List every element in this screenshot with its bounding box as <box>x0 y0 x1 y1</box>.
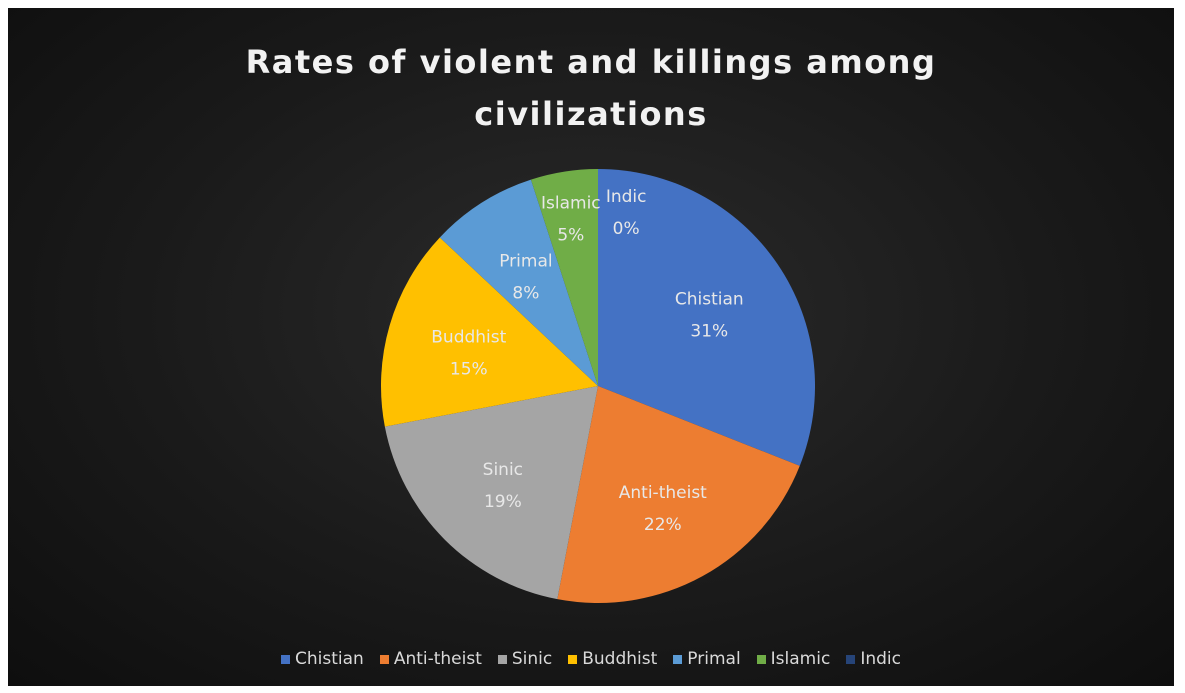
data-label-primal: Primal 8% <box>499 251 552 303</box>
legend-swatch-primal <box>673 654 683 664</box>
pie-chart: Chistian 31% Anti-theist 22% Sinic 19% Buddhis… <box>381 169 815 603</box>
data-label-value-primal: 8% <box>512 283 539 303</box>
legend-label-buddhist: Buddhist <box>582 649 658 669</box>
legend-item-chistian: Chistian <box>281 649 364 669</box>
data-label-value-chistian: 31% <box>690 321 728 341</box>
data-label-category-sinic: Sinic <box>483 460 523 480</box>
data-label-value-sinic: 19% <box>484 492 522 512</box>
data-label-value-islamic: 5% <box>557 226 584 246</box>
pie-slice-primal <box>439 179 598 386</box>
data-label-indic: Indic 0% <box>606 187 647 239</box>
data-label-buddhist: Buddhist 15% <box>431 327 506 379</box>
chart-title: Rates of violent and killings among civi… <box>8 36 1174 140</box>
data-label-category-chistian: Chistian <box>675 289 744 309</box>
legend-swatch-islamic <box>756 654 766 664</box>
legend-swatch-buddhist <box>568 654 578 664</box>
chart-legend: Chistian Anti-theist Sinic Buddhist Primal Is… <box>8 649 1174 669</box>
data-label-category-buddhist: Buddhist <box>431 327 506 347</box>
data-label-category-anti-theist: Anti-theist <box>619 483 707 503</box>
legend-label-islamic: Islamic <box>770 649 831 669</box>
pie-slice-chistian <box>598 169 815 466</box>
legend-label-anti-theist: Anti-theist <box>393 649 482 669</box>
legend-item-anti-theist: Anti-theist <box>379 649 482 669</box>
pie-slice-buddhist <box>381 237 598 427</box>
legend-label-sinic: Sinic <box>511 649 553 669</box>
data-label-category-indic: Indic <box>606 187 647 207</box>
data-label-value-anti-theist: 22% <box>644 515 682 535</box>
data-label-sinic: Sinic 19% <box>483 460 523 512</box>
pie-slice-sinic <box>384 386 598 600</box>
data-label-anti-theist: Anti-theist 22% <box>619 483 707 535</box>
data-label-category-islamic: Islamic <box>541 194 601 214</box>
data-label-chistian: Chistian 31% <box>675 289 744 341</box>
data-label-islamic: Islamic 5% <box>541 194 601 246</box>
data-label-value-indic: 0% <box>613 219 640 239</box>
legend-item-islamic: Islamic <box>756 649 831 669</box>
legend-label-indic: Indic <box>860 649 901 669</box>
pie-slice-islamic <box>530 169 598 386</box>
legend-item-primal: Primal <box>673 649 741 669</box>
chart-title-line-2: civilizations <box>474 95 708 133</box>
legend-label-chistian: Chistian <box>295 649 364 669</box>
data-label-category-primal: Primal <box>499 251 552 271</box>
legend-swatch-sinic <box>497 654 507 664</box>
chart-title-line-1: Rates of violent and killings among <box>245 43 937 81</box>
legend-item-indic: Indic <box>846 649 901 669</box>
legend-swatch-anti-theist <box>379 654 389 664</box>
chart-area: Rates of violent and killings among civi… <box>8 8 1174 686</box>
legend-swatch-indic <box>846 654 856 664</box>
pie-slice-anti-theist <box>557 386 800 603</box>
legend-label-primal: Primal <box>687 649 741 669</box>
legend-swatch-chistian <box>281 654 290 664</box>
data-label-value-buddhist: 15% <box>450 359 488 379</box>
legend-item-buddhist: Buddhist <box>568 649 657 669</box>
legend-item-sinic: Sinic <box>497 649 553 669</box>
